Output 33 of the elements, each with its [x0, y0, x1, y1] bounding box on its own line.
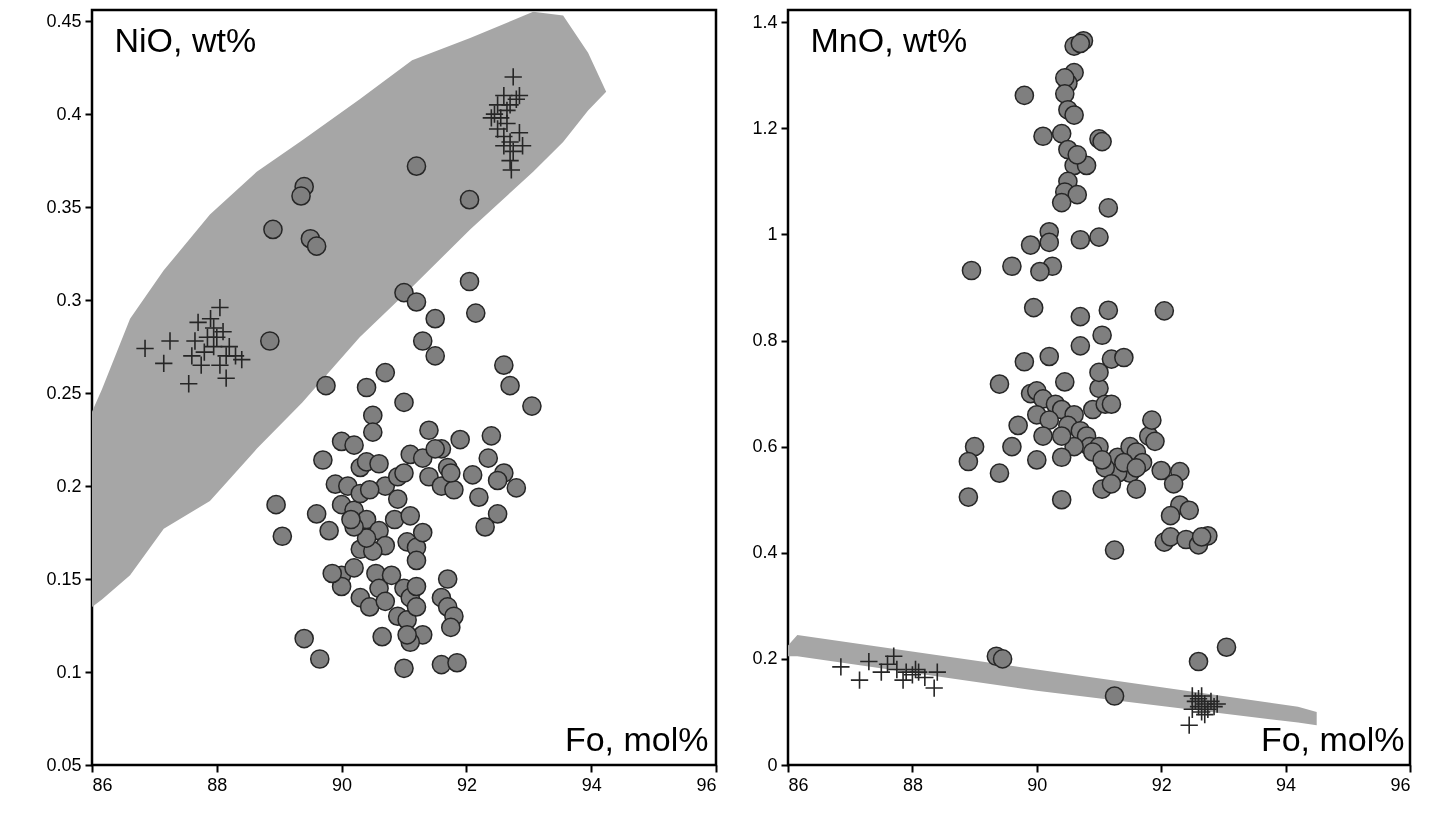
x-tick-label: 94	[1276, 774, 1297, 795]
x-tick-label: 92	[456, 774, 477, 795]
y-axis-title: NiO, wt%	[114, 20, 257, 59]
y-tick-label: 0.2	[56, 475, 82, 496]
y-tick-label: 0.3	[56, 289, 82, 310]
x-tick-label: 96	[1390, 774, 1411, 795]
y-tick-label: 0.05	[46, 754, 82, 775]
y-tick-label: 1.2	[752, 117, 778, 138]
x-tick-label: 86	[788, 774, 809, 795]
x-tick-label: 90	[1027, 774, 1048, 795]
y-tick-label: 1.4	[752, 11, 778, 32]
y-tick-label: 0.4	[752, 542, 778, 563]
x-axis-title: Fo, mol%	[564, 719, 709, 758]
y-tick-label: 0.1	[56, 661, 82, 682]
y-tick-label: 1	[767, 223, 778, 244]
y-tick-label: 0.4	[56, 103, 82, 124]
y-tick-label: 0.25	[46, 382, 82, 403]
x-axis-title: Fo, mol%	[1260, 719, 1405, 758]
y-axis-title: MnO, wt%	[810, 20, 968, 59]
y-tick-label: 0.8	[752, 330, 778, 351]
y-tick-label: 0.2	[752, 648, 778, 669]
y-tick-label: 0.15	[46, 568, 82, 589]
x-tick-label: 96	[696, 774, 717, 795]
x-tick-label: 90	[332, 774, 353, 795]
x-tick-label: 94	[581, 774, 602, 795]
y-tick-label: 0.35	[46, 196, 82, 217]
x-tick-label: 92	[1151, 774, 1172, 795]
x-tick-label: 88	[902, 774, 923, 795]
y-tick-label: 0.6	[752, 436, 778, 457]
x-tick-label: 86	[92, 774, 113, 795]
y-tick-label: 0.45	[46, 10, 82, 31]
x-tick-label: 88	[207, 774, 228, 795]
y-tick-label: 0	[767, 754, 778, 775]
